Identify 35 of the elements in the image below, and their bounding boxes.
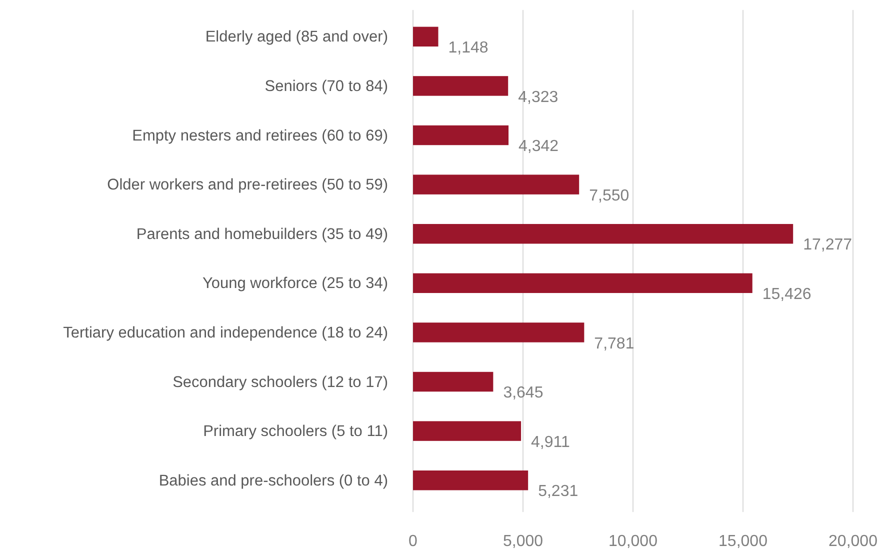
- y-tick-label: Young workforce (25 to 34): [202, 275, 388, 292]
- data-label: 4,323: [518, 88, 558, 106]
- data-label: 5,231: [538, 483, 578, 500]
- bar: [413, 421, 522, 441]
- x-tick-label: 20,000: [828, 533, 878, 550]
- x-tick-label: 0: [408, 533, 418, 550]
- y-tick-label: Tertiary education and independence (18 to 24): [63, 324, 388, 342]
- data-label: 3,645: [503, 384, 544, 402]
- bar: [413, 224, 794, 244]
- y-tick-label: Babies and pre-schoolers (0 to 4): [158, 472, 388, 490]
- x-tick-label: 10,000: [608, 533, 658, 550]
- x-tick-label: 15,000: [718, 533, 768, 550]
- y-tick-label: Secondary schoolers (12 to 17): [172, 374, 388, 391]
- data-label: 4,911: [531, 434, 570, 451]
- y-tick-label: Parents and homebuilders (35 to 49): [136, 226, 388, 243]
- data-label: 7,550: [589, 187, 630, 204]
- y-tick-label: Primary schoolers (5 to 11): [203, 423, 388, 440]
- bar: [413, 372, 494, 392]
- bar: [413, 26, 438, 47]
- bar: [413, 76, 508, 96]
- data-label: 4,342: [518, 138, 559, 156]
- data-label: 17,277: [803, 236, 852, 254]
- bar: [413, 174, 580, 194]
- y-tick-label: Elderly aged (85 and over): [205, 28, 388, 46]
- data-label: 15,426: [762, 286, 812, 304]
- x-tick-label: 5,000: [502, 533, 544, 550]
- y-tick-label: Seniors (70 to 84): [264, 78, 388, 95]
- bar: [413, 125, 509, 146]
- data-label: 7,781: [594, 335, 634, 352]
- y-tick-label: Older workers and pre-retirees (50 to 59): [107, 176, 388, 194]
- y-tick-label: Empty nesters and retirees (60 to 69): [132, 127, 388, 144]
- bar: [413, 322, 584, 342]
- bar: [413, 470, 528, 490]
- data-label: 1,148: [448, 40, 488, 57]
- bar: [413, 273, 752, 294]
